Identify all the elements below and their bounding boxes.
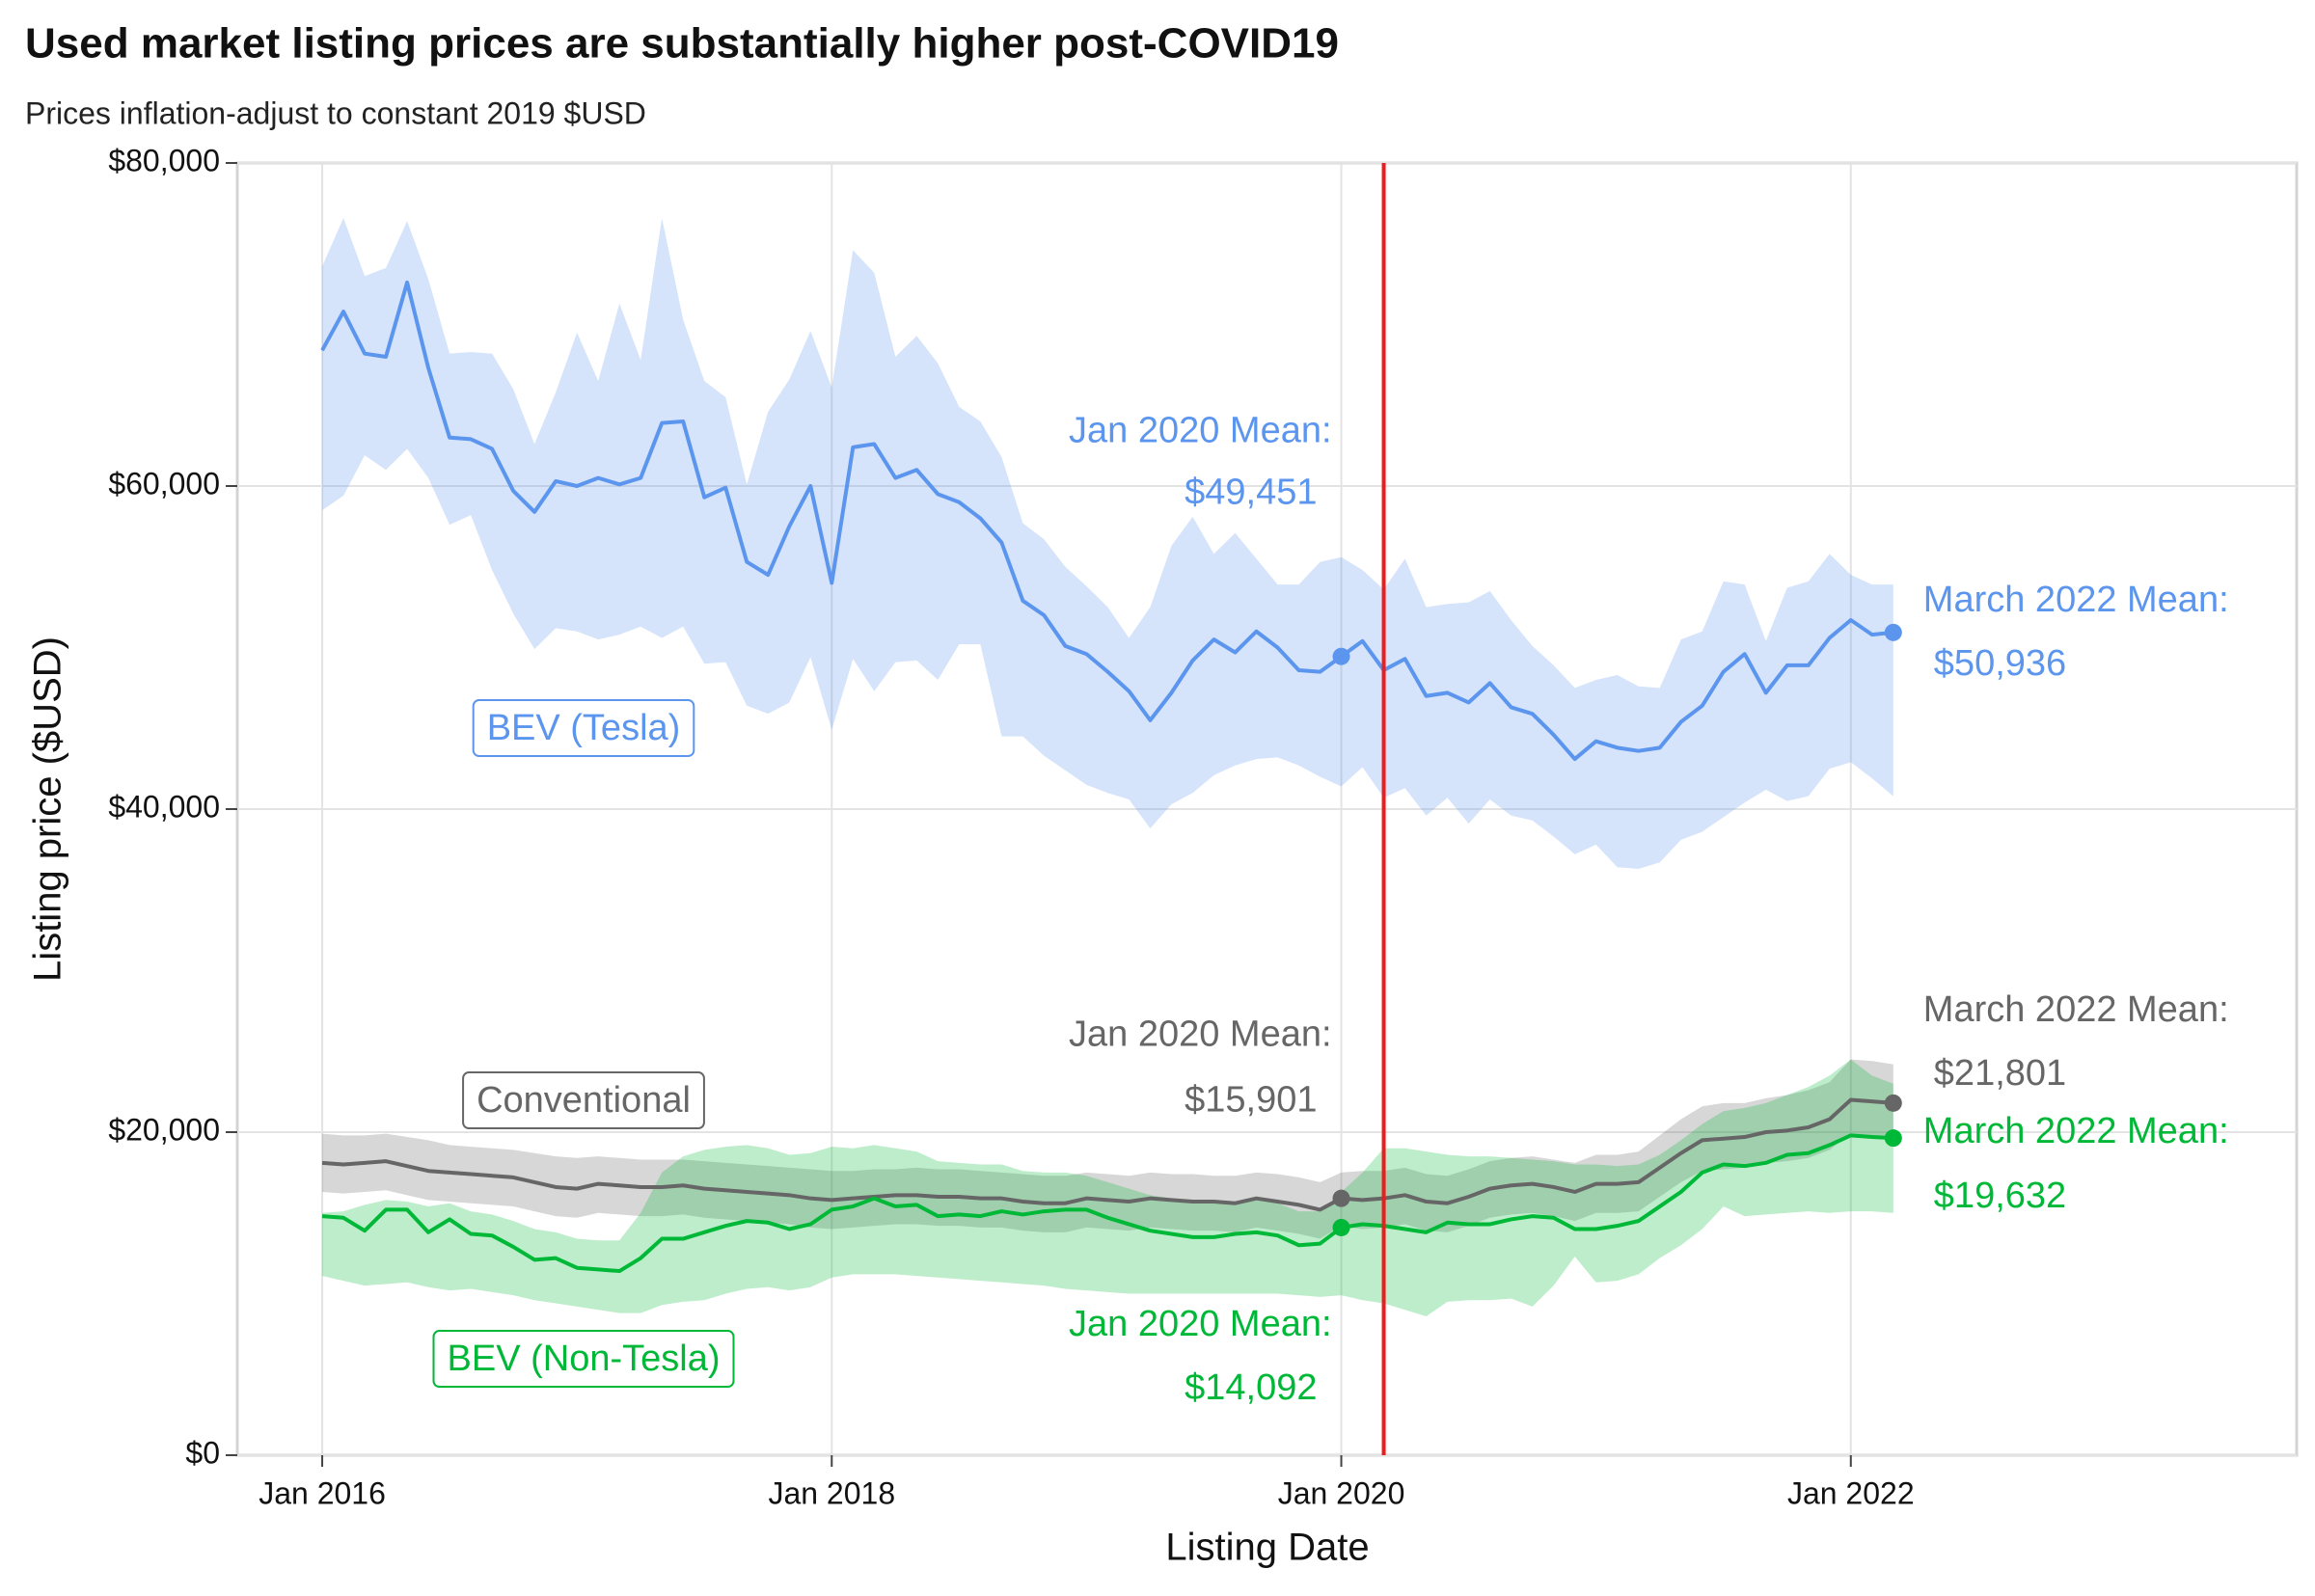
confidence-band bbox=[322, 1059, 1893, 1316]
callout-point bbox=[1332, 1218, 1350, 1236]
chart-subtitle: Prices inflation-adjust to constant 2019… bbox=[25, 95, 646, 130]
x-tick-label: Jan 2022 bbox=[1787, 1475, 1915, 1510]
callout-value: $21,801 bbox=[1934, 1053, 2066, 1094]
callout-title: March 2022 Mean: bbox=[1923, 989, 2229, 1030]
confidence-band bbox=[322, 1059, 1893, 1239]
y-tick-label: $0 bbox=[185, 1435, 220, 1470]
callout-title: March 2022 Mean: bbox=[1923, 1111, 2229, 1151]
series-line bbox=[320, 280, 1894, 762]
chart-title: Used market listing prices are substanti… bbox=[25, 20, 1339, 68]
lines bbox=[320, 280, 1894, 1274]
callout-value: $15,901 bbox=[1185, 1080, 1317, 1121]
annotations: Jan 2020 Mean: $49,451 March 2022 Mean: $50… bbox=[432, 411, 2229, 1408]
y-tick-label: $20,000 bbox=[108, 1112, 220, 1147]
series-label-box bbox=[432, 1330, 735, 1389]
series-label: BEV (Tesla) bbox=[472, 699, 695, 758]
callout-value: $50,936 bbox=[1934, 643, 2066, 684]
grid bbox=[237, 162, 2297, 1456]
series-label-text: BEV (Non-Tesla) bbox=[448, 1339, 721, 1379]
callout-point bbox=[1884, 623, 1902, 641]
x-tick-label: Jan 2018 bbox=[768, 1475, 895, 1510]
callout-value: $19,632 bbox=[1934, 1176, 2066, 1216]
callout-title: Jan 2020 Mean: bbox=[1069, 1014, 1332, 1055]
x-axis-title: Listing Date bbox=[1165, 1527, 1369, 1569]
y-tick-label: $80,000 bbox=[108, 143, 220, 177]
series-label: BEV (Non-Tesla) bbox=[432, 1330, 735, 1389]
callout-title: March 2022 Mean: bbox=[1923, 580, 2229, 620]
callout-point bbox=[1884, 1094, 1902, 1112]
callout-point bbox=[1332, 1189, 1350, 1207]
callout-value: $49,451 bbox=[1185, 473, 1317, 513]
x-tick-label: Jan 2020 bbox=[1278, 1475, 1405, 1510]
series-label: Conventional bbox=[462, 1071, 705, 1130]
series-label-box bbox=[462, 1071, 705, 1130]
x-tick-label: Jan 2016 bbox=[259, 1475, 386, 1510]
callout-point bbox=[1332, 647, 1350, 665]
y-tick-label: $40,000 bbox=[108, 789, 220, 824]
series-line bbox=[321, 1097, 1893, 1212]
callout-title: Jan 2020 Mean: bbox=[1069, 411, 1332, 451]
series-line bbox=[321, 1133, 1893, 1274]
y-axis-title: Listing price ($USD) bbox=[27, 636, 69, 982]
callout-point bbox=[1884, 1129, 1902, 1148]
bands bbox=[322, 217, 1893, 1316]
series-label-text: Conventional bbox=[477, 1080, 691, 1121]
y-tick-label: $60,000 bbox=[108, 466, 220, 500]
series-label-text: BEV (Tesla) bbox=[487, 708, 681, 748]
confidence-band bbox=[322, 217, 1893, 869]
series-label-box bbox=[472, 699, 695, 758]
callout-value: $14,092 bbox=[1185, 1367, 1317, 1408]
callout-title: Jan 2020 Mean: bbox=[1069, 1304, 1332, 1344]
